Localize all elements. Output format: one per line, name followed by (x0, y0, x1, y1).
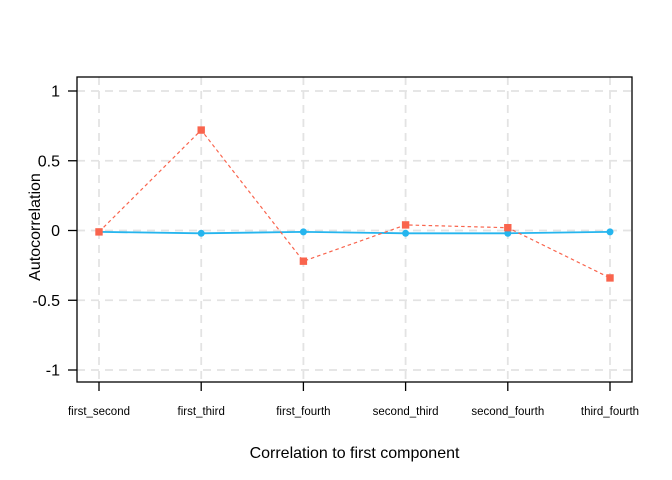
y-tick-label: -1 (46, 363, 60, 380)
data-point-square (299, 257, 308, 265)
data-point-square (606, 274, 614, 282)
plot-border (76, 76, 633, 383)
x-axis-title: Correlation to first component (250, 445, 460, 462)
data-point-square (504, 224, 512, 232)
y-tick-label: 1 (51, 84, 60, 101)
x-category-label: third_fourth (581, 406, 639, 418)
x-category-label: first_fourth (276, 406, 330, 418)
data-point-circle (197, 229, 205, 237)
red_dashed_squares-line (98, 129, 611, 279)
y-tick-label: -0.5 (32, 293, 60, 310)
x-category-label: second_fourth (471, 406, 544, 418)
data-point-circle (504, 229, 512, 237)
y-axis-title: Autocorrelation (27, 173, 44, 281)
x-category-label: first_third (178, 406, 225, 418)
data-point-square (197, 126, 205, 134)
y-tick-label: 0 (51, 223, 60, 240)
data-point-circle (402, 229, 410, 237)
x-category-label: first_second (68, 406, 130, 418)
cyan_solid_circles-line (98, 230, 611, 235)
data-point-square (95, 228, 103, 236)
data-point-circle (299, 228, 307, 236)
x-category-label: second_third (373, 406, 439, 418)
y-tick-label: 0.5 (38, 153, 60, 170)
data-point-square (401, 221, 410, 229)
data-point-circle (606, 228, 614, 236)
